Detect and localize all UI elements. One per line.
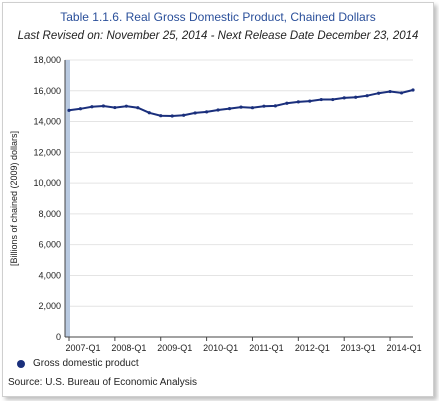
legend-label: Gross domestic product (33, 358, 139, 369)
y-tick-label: 12,000 (33, 147, 61, 157)
x-tick-label: 2008-Q1 (111, 343, 146, 353)
data-point (182, 113, 186, 117)
grid-lines (65, 59, 413, 338)
x-tick-label: 2007-Q1 (65, 343, 100, 353)
data-point (227, 107, 232, 111)
data-point (136, 106, 140, 110)
x-tick-labels: 2007-Q1 2008-Q1 2009-Q1 2010-Q1 2011-Q1 2012-… (65, 337, 422, 353)
data-point (159, 114, 163, 118)
data-point (250, 106, 255, 110)
y-axis-label: [Billions of chained (2009) dollars] (9, 131, 19, 266)
y-tick-label: 10,000 (33, 178, 61, 188)
recession-shade (65, 60, 70, 337)
y-tick-label: 2,000 (38, 301, 61, 311)
data-point (90, 105, 94, 109)
data-point (67, 108, 71, 112)
data-point (411, 88, 415, 92)
data-point (354, 95, 358, 99)
y-tick-label: 0 (56, 332, 61, 342)
data-point (285, 101, 289, 105)
source-note: Source: U.S. Bureau of Economic Analysis (8, 377, 197, 388)
x-tick-label: 2013-Q1 (341, 343, 376, 353)
y-tick-label: 8,000 (38, 209, 61, 219)
legend-marker (17, 359, 25, 368)
series-points (67, 88, 415, 118)
x-tick-label: 2010-Q1 (203, 343, 238, 353)
data-point (319, 97, 323, 102)
y-tick-labels: 0 2,000 4,000 6,000 8,000 10,000 12,000 14,000 1… (33, 55, 61, 342)
y-tick-label: 18,000 (33, 55, 61, 65)
data-point (124, 104, 128, 108)
data-point (296, 100, 300, 104)
y-tick-label: 4,000 (38, 270, 61, 280)
data-point (342, 96, 346, 100)
data-point (193, 111, 197, 115)
data-point (101, 104, 105, 108)
axes (64, 60, 413, 338)
data-point (377, 91, 381, 95)
x-tick-label: 2009-Q1 (157, 343, 192, 353)
data-point (399, 91, 404, 95)
chart-subtitle: Last Revised on: November 25, 2014 - Nex… (17, 30, 419, 42)
x-tick-label: 2011-Q1 (249, 343, 283, 353)
y-tick-label: 6,000 (38, 240, 61, 250)
data-point (170, 114, 174, 118)
data-point (308, 99, 312, 103)
chart-title: Table 1.1.6. Real Gross Domestic Product… (60, 10, 376, 24)
data-point (365, 94, 369, 98)
data-point (216, 108, 220, 112)
chart-frame: Table 1.1.6. Real Gross Domestic Product… (2, 2, 434, 397)
y-tick-label: 16,000 (33, 86, 61, 96)
data-point (239, 105, 243, 109)
data-point (205, 110, 209, 114)
data-point (147, 111, 151, 115)
series-line-gdp (68, 89, 414, 118)
data-point (113, 105, 117, 110)
data-point (331, 97, 335, 102)
data-point (78, 107, 83, 111)
line-chart: 0 2,000 4,000 6,000 8,000 10,000 12,000 14,000 1… (9, 55, 422, 353)
y-tick-label: 14,000 (33, 117, 61, 127)
data-point (388, 89, 392, 94)
data-point (262, 104, 266, 108)
x-tick-label: 2014-Q1 (387, 343, 422, 353)
legend: Gross domestic product (17, 358, 139, 369)
x-tick-label: 2012-Q1 (295, 343, 330, 353)
data-point (273, 104, 277, 108)
